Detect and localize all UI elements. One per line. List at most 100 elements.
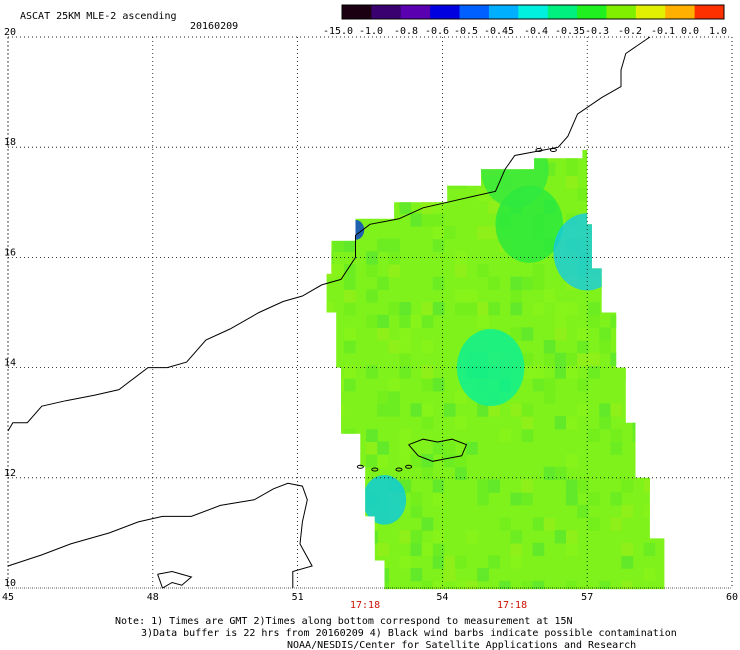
small-island	[395, 467, 403, 472]
swath-cell	[643, 365, 656, 379]
swath-cell	[421, 542, 434, 557]
swath-cell	[366, 251, 378, 265]
swath-cell	[521, 492, 534, 506]
latitude-label: 12	[4, 468, 16, 479]
swath-cell	[510, 555, 523, 569]
somalia-coastline	[7, 482, 313, 588]
swath-cell	[666, 492, 678, 505]
swath-cell	[399, 150, 412, 151]
swath-cell	[588, 314, 600, 328]
swath-cell	[432, 542, 445, 557]
swath-cell	[326, 454, 334, 468]
swath-cell	[443, 454, 456, 468]
swath-cell	[643, 264, 656, 278]
colorbar-segment	[606, 5, 637, 19]
longitude-label: 57	[581, 592, 593, 603]
swath-cell	[343, 504, 356, 519]
swath-cell	[421, 302, 434, 316]
swath-cell	[643, 542, 656, 557]
swath-cell	[410, 454, 423, 468]
swath-cell	[332, 542, 345, 557]
swath-cell	[643, 441, 656, 455]
swath-cell	[588, 403, 600, 417]
swath-cell	[621, 555, 634, 569]
swath-cell	[565, 175, 578, 189]
swath-cell	[610, 428, 623, 443]
swath-cell	[343, 162, 356, 176]
swath-cell	[610, 314, 623, 328]
swath-cell	[543, 352, 556, 366]
swath-cell	[521, 479, 534, 493]
longitude-label: 48	[147, 592, 159, 603]
swath-cell	[466, 150, 478, 151]
swath-cell	[343, 289, 356, 303]
swath-cell	[543, 162, 556, 176]
swath-cell	[332, 200, 345, 214]
swath-cell	[421, 454, 434, 468]
swath-cell	[366, 530, 378, 544]
swath-cell	[510, 530, 523, 544]
swath-cell	[432, 238, 445, 252]
swath-cell	[366, 187, 378, 202]
swath-cell	[632, 580, 645, 590]
pass-time-1: 17:18	[350, 600, 380, 611]
small-island	[405, 464, 413, 469]
swath-cell	[510, 327, 523, 341]
small-island	[549, 147, 557, 152]
swath-cell	[332, 403, 345, 417]
colorbar-segment	[459, 5, 490, 19]
colorbar-segment	[694, 5, 725, 19]
swath-cell	[410, 352, 423, 366]
swath-cell	[326, 479, 334, 493]
swath-cell	[432, 441, 445, 455]
swath-cell	[565, 542, 578, 557]
color-scale-bar	[341, 4, 725, 20]
swath-cell	[610, 264, 623, 278]
swath-cell	[366, 264, 378, 278]
swath-cell	[543, 340, 556, 354]
swath-cell	[477, 150, 489, 164]
swath-cell	[326, 517, 334, 531]
swath-value-patch	[553, 213, 621, 291]
swath-cell	[477, 492, 489, 506]
swath-cell	[643, 504, 656, 519]
swath-cell	[454, 555, 467, 569]
colorbar-label: -0.8	[394, 26, 418, 37]
swath-cell	[377, 327, 389, 341]
swath-cell	[532, 302, 545, 316]
swath-cell	[343, 264, 356, 278]
swath-cell	[366, 428, 378, 443]
swath-cell	[326, 428, 334, 443]
swath-cell	[332, 150, 345, 164]
colorbar-segment	[342, 5, 372, 19]
colorbar-label: -0.6	[425, 26, 449, 37]
swath-cell	[565, 428, 578, 443]
swath-cell	[643, 162, 656, 176]
swath-cell	[621, 302, 634, 316]
swath-cell	[621, 264, 634, 278]
swath-cell	[343, 340, 356, 354]
swath-cell	[443, 403, 456, 417]
swath-cell	[421, 314, 434, 328]
swath-cell	[510, 504, 523, 519]
swath-cell	[410, 213, 423, 227]
swath-cell	[543, 390, 556, 405]
swath-cell	[410, 504, 423, 519]
swath-cell	[554, 466, 567, 481]
colorbar-label: -0.5	[454, 26, 478, 37]
swath-value-patch	[362, 475, 407, 525]
swath-cell	[399, 504, 412, 519]
swath-cell	[621, 150, 634, 151]
swath-cell	[521, 276, 534, 290]
swath-cell	[421, 378, 434, 392]
swath-cell	[499, 580, 512, 590]
swath-cell	[610, 276, 623, 290]
swath-cell	[666, 289, 678, 302]
swath-cell	[399, 365, 412, 379]
swath-cell	[443, 175, 456, 189]
swath-cell	[621, 213, 634, 227]
swath-cell	[343, 454, 356, 468]
swath-cell	[521, 416, 534, 430]
swath-cell	[388, 264, 401, 278]
swath-cell	[532, 365, 545, 379]
